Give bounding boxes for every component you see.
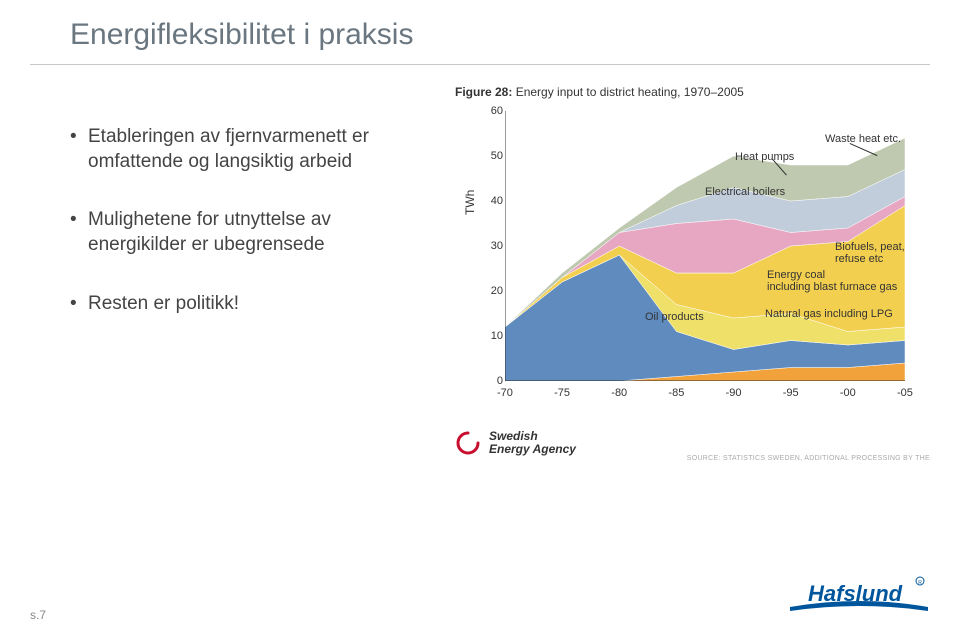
- x-tick: -90: [726, 387, 742, 399]
- y-tick: 0: [485, 375, 503, 387]
- annotation-biofuels: Biofuels, peat,refuse etc: [835, 241, 905, 265]
- y-axis-label: TWh: [463, 190, 477, 215]
- annotation-energy_coal: Energy coalincluding blast furnace gas: [767, 269, 897, 293]
- stacked-area-chart: TWh 0 10 20 30 40 50 60 -70 -75 -80 -85 -90 -95 -00 -…: [455, 105, 925, 415]
- slide-title: Energifleksibilitet i praksis: [70, 18, 413, 52]
- source-note: SOURCE: STATISTICS SWEDEN, ADDITIONAL PR…: [687, 455, 930, 462]
- title-rule: [30, 64, 930, 65]
- figure-container: Figure 28: Energy input to district heat…: [455, 85, 930, 415]
- swedish-energy-agency-logo: Swedish Energy Agency: [455, 430, 576, 456]
- hafslund-logo: Hafslund R: [790, 575, 930, 620]
- bullet-list: Etableringen av fjernvarmenett er omfatt…: [70, 125, 420, 350]
- y-tick: 60: [485, 105, 503, 117]
- x-tick: -85: [668, 387, 684, 399]
- swedish-line2: Energy Agency: [489, 443, 576, 456]
- y-tick: 20: [485, 285, 503, 297]
- swedish-swirl-icon: [455, 430, 481, 456]
- x-tick: -70: [497, 387, 513, 399]
- x-tick: -95: [783, 387, 799, 399]
- y-tick: 10: [485, 330, 503, 342]
- y-tick: 40: [485, 195, 503, 207]
- x-tick: -05: [897, 387, 913, 399]
- annotation-waste_heat: Waste heat etc.: [825, 133, 901, 145]
- svg-text:R: R: [918, 580, 922, 586]
- figure-title: Figure 28: Energy input to district heat…: [455, 85, 930, 99]
- page-number: s.7: [30, 608, 46, 622]
- figure-title-prefix: Figure 28:: [455, 85, 512, 99]
- x-tick: -80: [611, 387, 627, 399]
- annotation-natural_gas: Natural gas including LPG: [765, 308, 893, 320]
- bullet-2: Mulighetene for utnyttelse av energikild…: [70, 208, 420, 257]
- annotation-oil_products: Oil products: [645, 311, 704, 323]
- x-tick: -00: [840, 387, 856, 399]
- bullet-1: Etableringen av fjernvarmenett er omfatt…: [70, 125, 420, 174]
- annotation-electrical_boilers: Electrical boilers: [705, 186, 785, 198]
- y-tick: 50: [485, 150, 503, 162]
- annotation-heat_pumps: Heat pumps: [735, 151, 794, 163]
- x-tick: -75: [554, 387, 570, 399]
- figure-title-rest: Energy input to district heating, 1970–2…: [512, 85, 744, 99]
- y-tick: 30: [485, 240, 503, 252]
- bullet-3: Resten er politikk!: [70, 292, 420, 317]
